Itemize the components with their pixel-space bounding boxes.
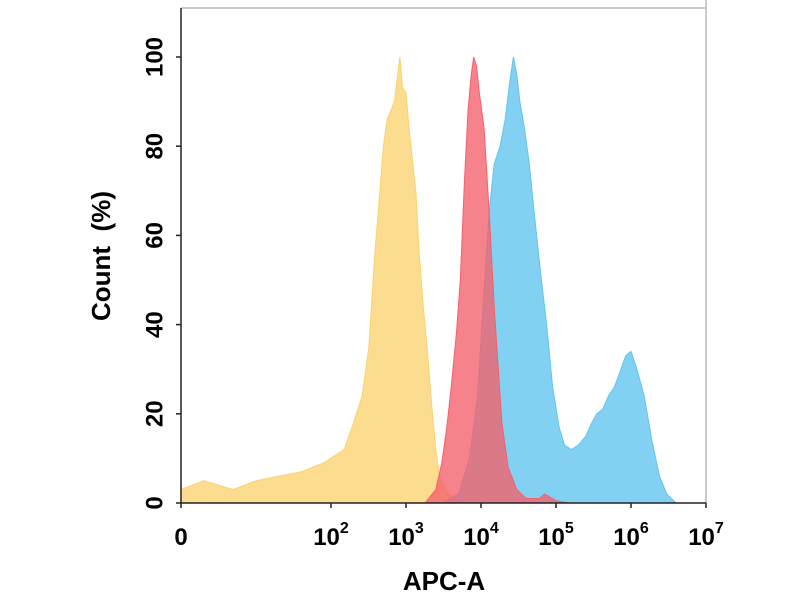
y-tick-label: 80 xyxy=(141,133,168,160)
frame-layer xyxy=(180,0,707,504)
y-tick-label: 60 xyxy=(141,222,168,249)
histogram-series-2 xyxy=(441,56,678,504)
histogram-series-3 xyxy=(424,56,570,504)
y-tick-label: 40 xyxy=(141,311,168,338)
y-tick-label: 20 xyxy=(141,400,168,427)
x-tick-label: 0 xyxy=(174,524,187,551)
x-tick-label: 107 xyxy=(688,520,724,551)
y-tick-label: 100 xyxy=(141,37,168,77)
y-tick-label: 0 xyxy=(141,496,168,509)
x-tick-label: 106 xyxy=(613,520,649,551)
x-tick-label: 105 xyxy=(538,520,574,551)
x-tick-label: 103 xyxy=(388,520,424,551)
x-tick-label: 104 xyxy=(463,520,499,551)
x-tick-label: 102 xyxy=(313,520,349,551)
y-tick-labels: 0 20 40 60 80 100 xyxy=(141,37,181,510)
x-axis-label: APC-A xyxy=(403,566,486,596)
x-tick-labels: 0 102 103 104 105 106 107 xyxy=(174,503,724,551)
histogram-series-1 xyxy=(180,56,465,504)
series-layer xyxy=(180,56,678,504)
y-axis-label: Count (%) xyxy=(86,191,116,321)
